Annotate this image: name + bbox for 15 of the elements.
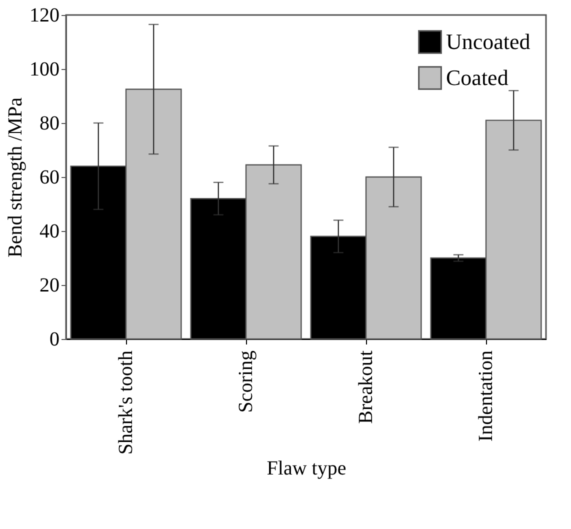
x-tick-label: Indentation [475, 350, 497, 442]
x-axis-title: Flaw type [266, 458, 346, 480]
y-tick-label: 60 [40, 166, 60, 188]
y-tick-label: 20 [40, 274, 60, 296]
x-tick-label: Shark's tooth [115, 350, 137, 455]
y-tick-label: 0 [50, 328, 60, 350]
legend-label: Uncoated [446, 29, 530, 54]
y-tick-label: 40 [40, 220, 60, 242]
legend-label: Coated [446, 65, 508, 90]
x-tick-label: Scoring [235, 350, 257, 413]
y-axis-title: Bend strength /MPa [4, 97, 26, 258]
y-tick-label: 100 [30, 58, 60, 80]
x-tick-label: Breakout [355, 350, 377, 424]
y-tick-label: 120 [30, 4, 60, 26]
y-tick-label: 80 [40, 112, 60, 134]
